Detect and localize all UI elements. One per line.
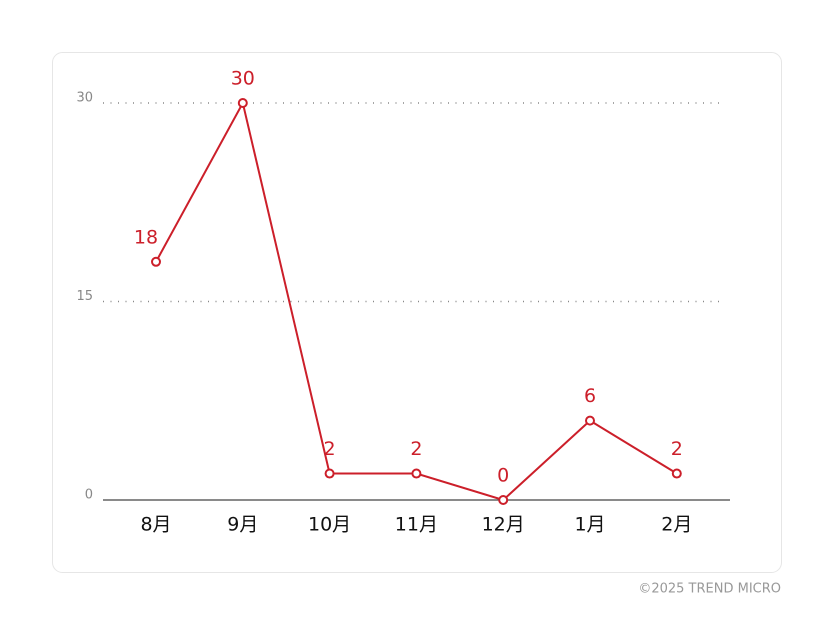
data-label: 30 [231, 68, 255, 90]
data-label: 2 [324, 438, 336, 460]
data-label: 0 [497, 465, 509, 487]
y-tick-label: 0 [85, 488, 93, 503]
data-label: 2 [410, 438, 422, 460]
y-tick-label: 15 [76, 289, 93, 304]
point [237, 98, 248, 108]
point [151, 256, 161, 267]
point [498, 495, 509, 505]
x-tick-label: 2月 [661, 514, 692, 536]
x-tick-label: 11月 [395, 514, 438, 536]
data-label: 18 [134, 226, 158, 248]
point [585, 415, 595, 426]
data-label: 2 [671, 438, 683, 460]
x-tick-label: 10月 [308, 514, 351, 536]
footer: ©2025 TREND MICRO [638, 582, 781, 597]
point [411, 468, 422, 479]
x-tick-label: 1月 [574, 514, 605, 536]
point [671, 468, 682, 479]
x-tick-label: 8月 [140, 514, 171, 536]
data-label: 6 [584, 385, 596, 407]
x-tick-label: 9月 [227, 514, 258, 536]
y-tick-label: 30 [76, 91, 93, 106]
card [52, 52, 782, 573]
x-tick-label: 12月 [482, 514, 525, 536]
point [324, 468, 335, 479]
